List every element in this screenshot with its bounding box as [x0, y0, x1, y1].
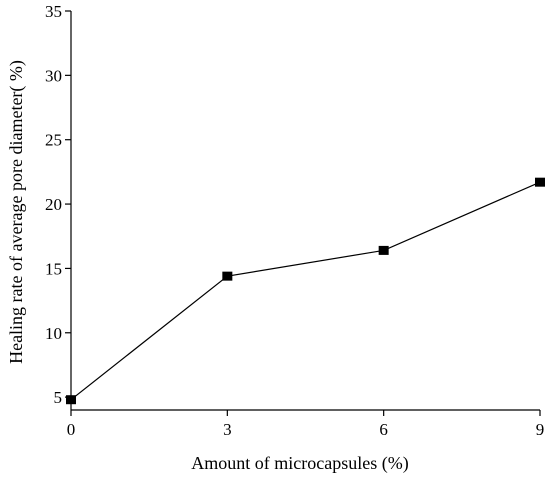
x-tick-label: 9	[536, 420, 545, 439]
y-tick-label: 25	[45, 131, 62, 150]
y-tick-label: 20	[45, 195, 62, 214]
x-axis-title: Amount of microcapsules (%)	[191, 453, 408, 474]
x-tick-label: 0	[67, 420, 76, 439]
y-tick-label: 30	[45, 66, 62, 85]
data-point-marker	[535, 177, 545, 187]
x-tick-label: 3	[223, 420, 232, 439]
y-axis-title: Healing rate of average pore diameter( %…	[6, 60, 27, 364]
y-tick-label: 15	[45, 259, 62, 278]
data-point-marker	[222, 271, 233, 281]
series-line	[70, 181, 541, 401]
y-tick-label: 10	[45, 324, 62, 343]
y-tick-label: 5	[54, 388, 63, 407]
data-point-marker	[378, 245, 389, 255]
data-point-marker	[66, 395, 76, 405]
axes: 5 10 15 20 25 30 35 0 3 6 9	[45, 2, 544, 439]
y-tick-label: 35	[45, 2, 62, 21]
x-tick-label: 6	[379, 420, 388, 439]
series-layer	[66, 177, 545, 405]
